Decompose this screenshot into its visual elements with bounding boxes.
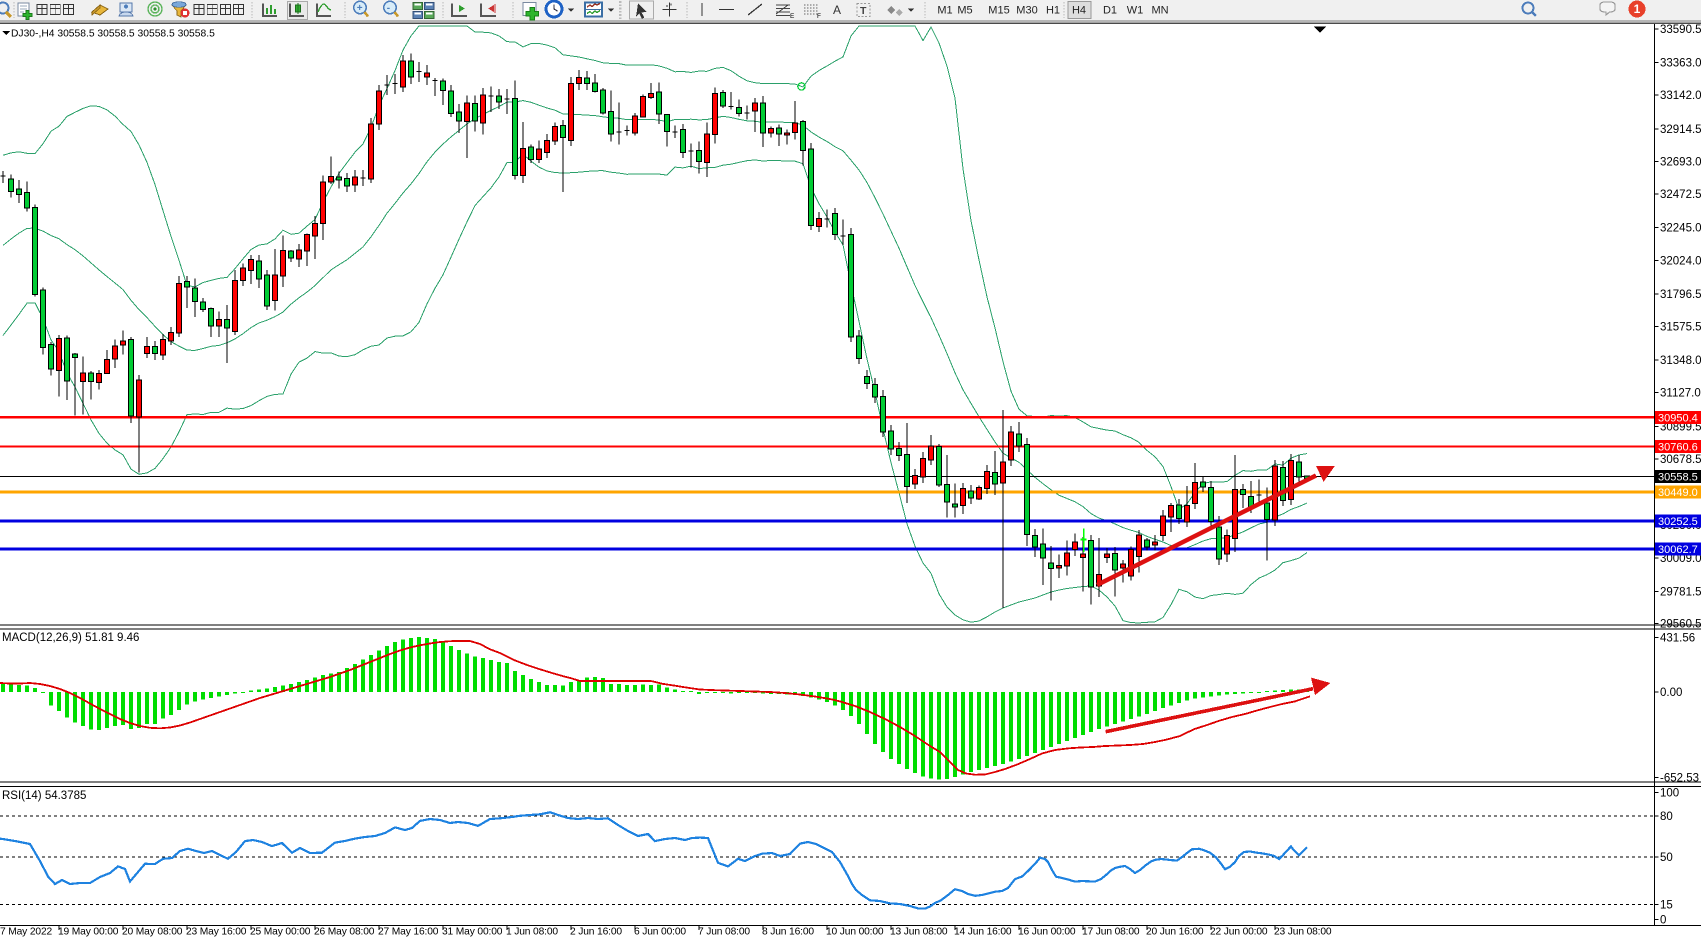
svg-text:M1: M1: [937, 5, 952, 17]
svg-text:14 Jun 16:00: 14 Jun 16:00: [954, 927, 1012, 937]
svg-text:33363.0: 33363.0: [1660, 58, 1701, 70]
svg-text:30899.5: 30899.5: [1660, 421, 1701, 433]
svg-text:7 May 2022: 7 May 2022: [0, 927, 53, 937]
svg-text:6 Jun 00:00: 6 Jun 00:00: [634, 927, 686, 937]
svg-text:32914.5: 32914.5: [1660, 124, 1701, 136]
svg-text:-: -: [387, 3, 390, 14]
svg-text:27 May 16:00: 27 May 16:00: [378, 927, 439, 937]
svg-text:M5: M5: [957, 5, 972, 17]
svg-text:31796.5: 31796.5: [1660, 289, 1701, 301]
svg-text:30449.0: 30449.0: [1658, 487, 1698, 499]
svg-text:26 May 08:00: 26 May 08:00: [314, 927, 375, 937]
svg-text:431.56: 431.56: [1660, 633, 1695, 645]
svg-text:D1: D1: [1103, 5, 1117, 17]
svg-text:7 Jun 08:00: 7 Jun 08:00: [698, 927, 750, 937]
svg-text:20 Jun 16:00: 20 Jun 16:00: [1146, 927, 1204, 937]
svg-text:15: 15: [1660, 899, 1673, 911]
svg-text:32472.5: 32472.5: [1660, 189, 1701, 201]
svg-text:RSI(14) 54.3785: RSI(14) 54.3785: [2, 790, 86, 802]
svg-text:1 Jun 08:00: 1 Jun 08:00: [506, 927, 558, 937]
svg-text:33590.5: 33590.5: [1660, 24, 1701, 36]
svg-text:17 Jun 08:00: 17 Jun 08:00: [1082, 927, 1140, 937]
svg-text:T: T: [860, 5, 867, 17]
svg-text:30760.6: 30760.6: [1658, 442, 1698, 454]
svg-text:31 May 00:00: 31 May 00:00: [442, 927, 503, 937]
svg-text:13 Jun 08:00: 13 Jun 08:00: [890, 927, 948, 937]
svg-text:25 May 00:00: 25 May 00:00: [250, 927, 311, 937]
svg-text:33142.0: 33142.0: [1660, 90, 1701, 102]
svg-text:MN: MN: [1151, 5, 1168, 17]
svg-text:W1: W1: [1127, 5, 1144, 17]
svg-text:31348.0: 31348.0: [1660, 355, 1701, 367]
svg-text:31127.0: 31127.0: [1660, 388, 1701, 400]
svg-text:32693.0: 32693.0: [1660, 157, 1701, 169]
svg-text:0: 0: [1660, 915, 1666, 927]
svg-text:+: +: [357, 3, 363, 14]
svg-text:29781.5: 29781.5: [1660, 586, 1701, 598]
svg-text:-652.53: -652.53: [1660, 772, 1699, 784]
svg-text:32024.0: 32024.0: [1660, 255, 1701, 267]
svg-text:F: F: [817, 13, 821, 20]
svg-text:50: 50: [1660, 852, 1673, 864]
svg-text:23 Jun 08:00: 23 Jun 08:00: [1274, 927, 1332, 937]
svg-text:31575.5: 31575.5: [1660, 322, 1701, 334]
svg-text:30062.7: 30062.7: [1658, 544, 1698, 556]
svg-text:29560.5: 29560.5: [1660, 619, 1701, 631]
svg-text:A: A: [833, 3, 841, 17]
svg-text:22 Jun 00:00: 22 Jun 00:00: [1210, 927, 1268, 937]
svg-text:0.00: 0.00: [1660, 687, 1682, 699]
svg-text:10 Jun 00:00: 10 Jun 00:00: [826, 927, 884, 937]
svg-text:MACD(12,26,9) 51.81 9.46: MACD(12,26,9) 51.81 9.46: [2, 632, 139, 644]
svg-text:30009.0: 30009.0: [1660, 553, 1701, 565]
svg-text:2 Jun 16:00: 2 Jun 16:00: [570, 927, 622, 937]
svg-text:80: 80: [1660, 811, 1673, 823]
svg-text:20 May 08:00: 20 May 08:00: [122, 927, 183, 937]
svg-text:30950.4: 30950.4: [1658, 412, 1698, 424]
svg-text:M15: M15: [988, 5, 1009, 17]
svg-text:30678.5: 30678.5: [1660, 454, 1701, 466]
svg-text:100: 100: [1660, 788, 1679, 800]
svg-text:19 May 00:00: 19 May 00:00: [58, 927, 119, 937]
svg-text:16 Jun 00:00: 16 Jun 00:00: [1018, 927, 1076, 937]
svg-text:DJ30-,H4 30558.5 30558.5 3055: DJ30-,H4 30558.5 30558.5 30558.5 30558.5: [11, 29, 215, 40]
svg-text:8 Jun 16:00: 8 Jun 16:00: [762, 927, 814, 937]
svg-text:23 May 16:00: 23 May 16:00: [186, 927, 247, 937]
svg-text:32245.0: 32245.0: [1660, 223, 1701, 235]
svg-text:E: E: [790, 13, 795, 20]
svg-text:H4: H4: [1072, 5, 1086, 17]
svg-text:1: 1: [1634, 2, 1641, 16]
svg-text:30558.5: 30558.5: [1658, 472, 1698, 484]
svg-text:30252.5: 30252.5: [1658, 516, 1698, 528]
svg-text:H1: H1: [1046, 5, 1060, 17]
svg-text:M30: M30: [1016, 5, 1037, 17]
